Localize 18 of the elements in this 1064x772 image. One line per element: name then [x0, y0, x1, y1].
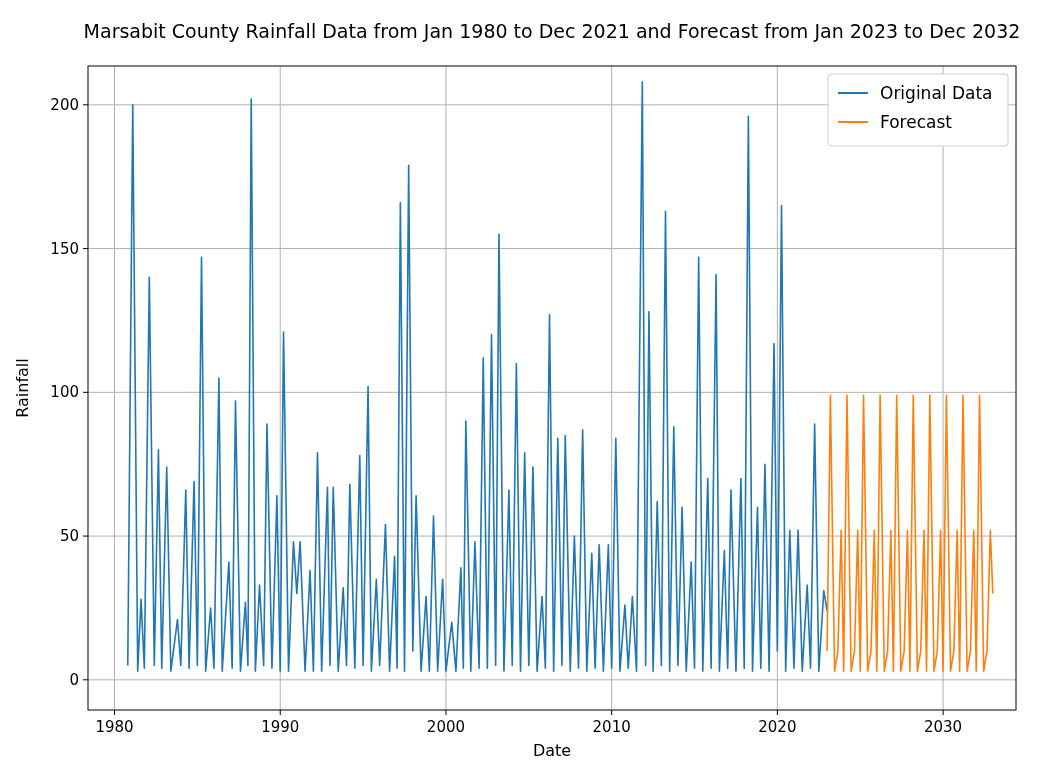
line-series	[826, 394, 994, 672]
y-tick-label: 200	[50, 95, 79, 114]
x-tick-label: 1980	[95, 718, 134, 736]
line-series	[126, 81, 828, 672]
x-axis-title: Date	[532, 741, 572, 760]
y-tick-label: 50	[59, 527, 79, 546]
x-tick-label: 2010	[592, 718, 631, 736]
y-tick-label: 100	[50, 383, 79, 402]
y-tick-label: 150	[50, 239, 79, 258]
x-tick-label: 2000	[426, 718, 466, 736]
x-tick-label: 1990	[261, 718, 300, 736]
y-axis-title: Rainfall	[13, 358, 32, 418]
legend-label: Original Data	[880, 83, 993, 103]
chart-title: Marsabit County Rainfall Data from Jan 1980 to Dec 2021 and Forecast from Jan 2023 to Dec 2032	[83, 20, 1021, 42]
y-tick-label: 0	[69, 670, 79, 689]
x-tick-label: 2020	[758, 718, 797, 736]
x-tick-label: 2030	[923, 718, 963, 736]
legend-label: Forecast	[880, 112, 953, 132]
